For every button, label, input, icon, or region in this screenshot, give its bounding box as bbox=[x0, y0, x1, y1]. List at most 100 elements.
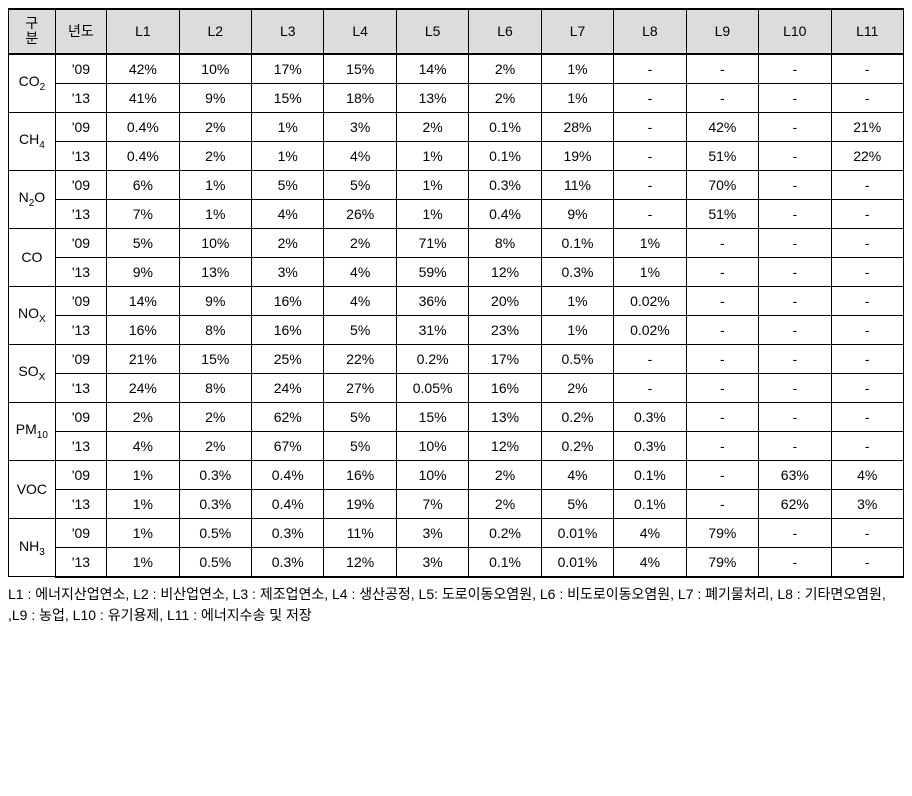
header-L4: L4 bbox=[324, 9, 396, 54]
data-cell: 0.2% bbox=[541, 402, 613, 431]
table-row: VOC'091%0.3%0.4%16%10%2%4%0.1%-63%4% bbox=[9, 460, 904, 489]
header-L9: L9 bbox=[686, 9, 758, 54]
data-cell: 8% bbox=[469, 228, 541, 257]
data-cell: 5% bbox=[324, 431, 396, 460]
data-cell: 15% bbox=[324, 54, 396, 84]
data-cell: 3% bbox=[831, 489, 903, 518]
data-cell: 16% bbox=[324, 460, 396, 489]
data-cell: 2% bbox=[179, 112, 251, 141]
data-cell: 16% bbox=[107, 315, 179, 344]
table-body: CO2'0942%10%17%15%14%2%1%----'1341%9%15%… bbox=[9, 54, 904, 577]
data-cell: 13% bbox=[469, 402, 541, 431]
data-cell: - bbox=[759, 315, 831, 344]
data-cell: - bbox=[686, 315, 758, 344]
data-cell: 5% bbox=[107, 228, 179, 257]
data-cell: 2% bbox=[324, 228, 396, 257]
data-cell: 20% bbox=[469, 286, 541, 315]
data-cell: 0.1% bbox=[541, 228, 613, 257]
data-cell: 0.4% bbox=[252, 460, 324, 489]
data-cell: 3% bbox=[396, 547, 468, 577]
table-row: N2O'096%1%5%5%1%0.3%11%-70%-- bbox=[9, 170, 904, 199]
data-cell: 1% bbox=[541, 286, 613, 315]
header-category-label: 구분 bbox=[11, 16, 53, 47]
data-cell: 71% bbox=[396, 228, 468, 257]
data-cell: 23% bbox=[469, 315, 541, 344]
data-cell: 12% bbox=[324, 547, 396, 577]
data-cell: 3% bbox=[324, 112, 396, 141]
data-cell: - bbox=[759, 54, 831, 84]
data-cell: - bbox=[686, 373, 758, 402]
data-cell: 62% bbox=[252, 402, 324, 431]
data-cell: 63% bbox=[759, 460, 831, 489]
data-cell: 0.4% bbox=[107, 141, 179, 170]
table-row: CO2'0942%10%17%15%14%2%1%---- bbox=[9, 54, 904, 84]
data-cell: - bbox=[759, 112, 831, 141]
row-category: SOX bbox=[9, 344, 56, 402]
data-cell: 9% bbox=[107, 257, 179, 286]
data-cell: 2% bbox=[396, 112, 468, 141]
table-row: '1341%9%15%18%13%2%1%---- bbox=[9, 83, 904, 112]
data-cell: - bbox=[614, 141, 686, 170]
row-category: N2O bbox=[9, 170, 56, 228]
data-cell: 5% bbox=[324, 402, 396, 431]
data-cell: 4% bbox=[324, 286, 396, 315]
data-cell: 24% bbox=[252, 373, 324, 402]
data-cell: 16% bbox=[252, 315, 324, 344]
data-cell: 1% bbox=[252, 141, 324, 170]
data-cell: 0.1% bbox=[469, 547, 541, 577]
data-cell: 1% bbox=[614, 257, 686, 286]
table-row: '1324%8%24%27%0.05%16%2%---- bbox=[9, 373, 904, 402]
data-cell: 79% bbox=[686, 547, 758, 577]
table-header: 구분 년도 L1 L2 L3 L4 L5 L6 L7 L8 L9 L10 L11 bbox=[9, 9, 904, 54]
data-cell: 2% bbox=[541, 373, 613, 402]
data-cell: 1% bbox=[541, 83, 613, 112]
data-cell: 1% bbox=[396, 141, 468, 170]
data-cell: - bbox=[831, 373, 903, 402]
header-L5: L5 bbox=[396, 9, 468, 54]
table-row: PM10'092%2%62%5%15%13%0.2%0.3%--- bbox=[9, 402, 904, 431]
data-cell: 0.2% bbox=[396, 344, 468, 373]
data-cell: 15% bbox=[179, 344, 251, 373]
data-cell: 0.2% bbox=[469, 518, 541, 547]
data-cell: 19% bbox=[324, 489, 396, 518]
data-cell: 62% bbox=[759, 489, 831, 518]
data-cell: 0.3% bbox=[614, 402, 686, 431]
row-year: '13 bbox=[55, 431, 106, 460]
data-cell: - bbox=[759, 141, 831, 170]
data-cell: - bbox=[614, 373, 686, 402]
data-cell: 19% bbox=[541, 141, 613, 170]
data-cell: 8% bbox=[179, 315, 251, 344]
data-cell: 10% bbox=[396, 460, 468, 489]
data-cell: 0.3% bbox=[614, 431, 686, 460]
data-cell: 31% bbox=[396, 315, 468, 344]
header-L1: L1 bbox=[107, 9, 179, 54]
data-cell: - bbox=[614, 83, 686, 112]
data-cell: 1% bbox=[252, 112, 324, 141]
data-cell: - bbox=[686, 54, 758, 84]
data-cell: 0.05% bbox=[396, 373, 468, 402]
data-cell: 0.1% bbox=[614, 460, 686, 489]
row-year: '09 bbox=[55, 518, 106, 547]
data-cell: 8% bbox=[179, 373, 251, 402]
data-cell: 12% bbox=[469, 257, 541, 286]
data-cell: 28% bbox=[541, 112, 613, 141]
header-L6: L6 bbox=[469, 9, 541, 54]
data-cell: 4% bbox=[831, 460, 903, 489]
data-cell: 11% bbox=[541, 170, 613, 199]
data-cell: 0.3% bbox=[469, 170, 541, 199]
row-category: CO2 bbox=[9, 54, 56, 113]
data-cell: 1% bbox=[107, 518, 179, 547]
header-year: 년도 bbox=[55, 9, 106, 54]
data-cell: - bbox=[831, 402, 903, 431]
data-cell: 0.01% bbox=[541, 518, 613, 547]
table-row: '134%2%67%5%10%12%0.2%0.3%--- bbox=[9, 431, 904, 460]
row-year: '09 bbox=[55, 170, 106, 199]
data-cell: 24% bbox=[107, 373, 179, 402]
data-cell: 36% bbox=[396, 286, 468, 315]
row-year: '13 bbox=[55, 315, 106, 344]
data-cell: - bbox=[831, 199, 903, 228]
data-cell: - bbox=[759, 286, 831, 315]
data-cell: 1% bbox=[396, 170, 468, 199]
row-year: '13 bbox=[55, 489, 106, 518]
data-cell: 1% bbox=[396, 199, 468, 228]
